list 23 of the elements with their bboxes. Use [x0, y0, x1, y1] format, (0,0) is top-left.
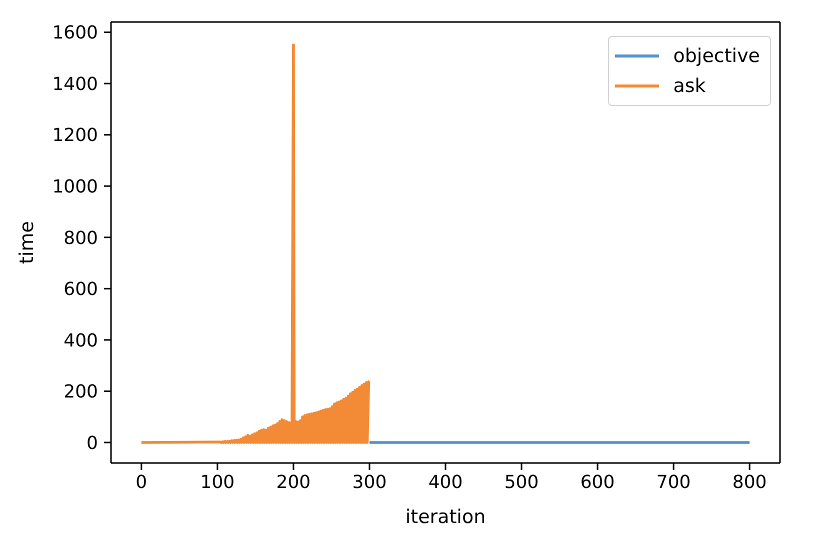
- y-tick-label: 1400: [52, 74, 98, 95]
- x-tick-label: 800: [732, 472, 767, 493]
- x-tick-label: 300: [352, 472, 387, 493]
- x-tick-label: 600: [580, 472, 615, 493]
- y-tick-label: 400: [64, 330, 98, 352]
- legend-label: objective: [673, 45, 760, 67]
- legend-label: ask: [673, 75, 706, 97]
- y-tick-label: 800: [64, 228, 98, 249]
- y-tick-label: 600: [64, 279, 98, 300]
- x-tick-label: 200: [276, 472, 311, 493]
- x-tick-label: 700: [656, 472, 691, 493]
- x-tick-label: 0: [136, 472, 148, 493]
- x-axis-title: iteration: [405, 506, 486, 528]
- y-tick-label: 0: [86, 432, 98, 454]
- y-tick-label: 200: [64, 382, 98, 403]
- y-axis-title: time: [16, 221, 38, 264]
- x-tick-label: 100: [200, 472, 235, 493]
- x-tick-label: 500: [504, 472, 539, 493]
- y-tick-label: 1600: [52, 22, 98, 44]
- y-tick-label: 1200: [52, 125, 98, 146]
- y-tick-label: 1000: [52, 176, 98, 198]
- x-tick-label: 400: [428, 472, 463, 493]
- line-series: [140, 44, 371, 444]
